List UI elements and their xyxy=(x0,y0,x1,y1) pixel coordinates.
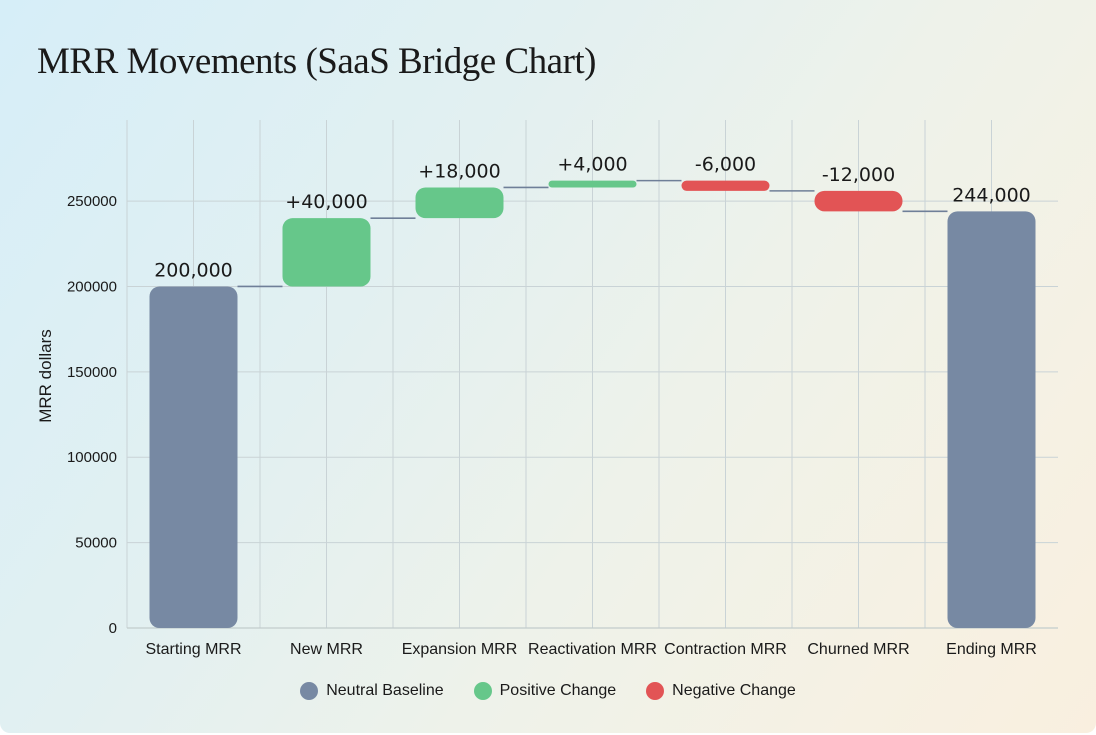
legend-item-negative[interactable]: Negative Change xyxy=(646,682,796,700)
bar-new-mrr[interactable] xyxy=(282,218,371,287)
bar-starting-mrr[interactable] xyxy=(149,286,238,628)
legend-dot-neutral-icon xyxy=(300,682,319,700)
y-tick-label: 250000 xyxy=(67,193,117,210)
bar-churned-mrr[interactable] xyxy=(814,190,903,212)
bar-expansion-mrr[interactable] xyxy=(415,187,504,219)
x-tick-label: New MRR xyxy=(290,641,363,658)
y-tick-label: 0 xyxy=(109,620,117,637)
data-label: +40,000 xyxy=(285,191,367,213)
chart-title: MRR Movements (SaaS Bridge Chart) xyxy=(37,41,597,82)
data-label: 244,000 xyxy=(952,184,1031,206)
legend-dot-positive-icon xyxy=(473,682,492,700)
y-tick-label: 100000 xyxy=(67,449,117,466)
x-tick-label: Ending MRR xyxy=(946,641,1037,658)
data-label: 200,000 xyxy=(154,259,233,281)
legend-label: Neutral Baseline xyxy=(326,682,444,699)
bar-contraction-mrr[interactable] xyxy=(681,180,770,191)
chart-legend: Neutral Baseline Positive Change Negativ… xyxy=(0,682,1096,700)
bar-reactivation-mrr[interactable] xyxy=(548,180,637,188)
legend-item-neutral[interactable]: Neutral Baseline xyxy=(300,682,444,700)
y-tick-label: 200000 xyxy=(67,278,117,295)
data-label: +4,000 xyxy=(557,154,627,176)
x-tick-label: Reactivation MRR xyxy=(528,641,657,658)
legend-label: Negative Change xyxy=(672,682,796,699)
data-label: -6,000 xyxy=(695,154,756,176)
y-tick-label: 50000 xyxy=(75,535,117,552)
data-label: -12,000 xyxy=(822,164,895,186)
legend-label: Positive Change xyxy=(499,682,617,699)
data-label: +18,000 xyxy=(418,160,500,182)
x-tick-label: Contraction MRR xyxy=(664,641,787,658)
x-tick-label: Churned MRR xyxy=(807,641,909,658)
x-tick-label: Starting MRR xyxy=(145,641,241,658)
y-axis-title: MRR dollars xyxy=(36,329,55,423)
legend-dot-negative-icon xyxy=(646,682,665,700)
legend-item-positive[interactable]: Positive Change xyxy=(473,682,617,700)
x-tick-label: Expansion MRR xyxy=(402,641,518,658)
bar-ending-mrr[interactable] xyxy=(947,211,1036,628)
y-tick-label: 150000 xyxy=(67,364,117,381)
